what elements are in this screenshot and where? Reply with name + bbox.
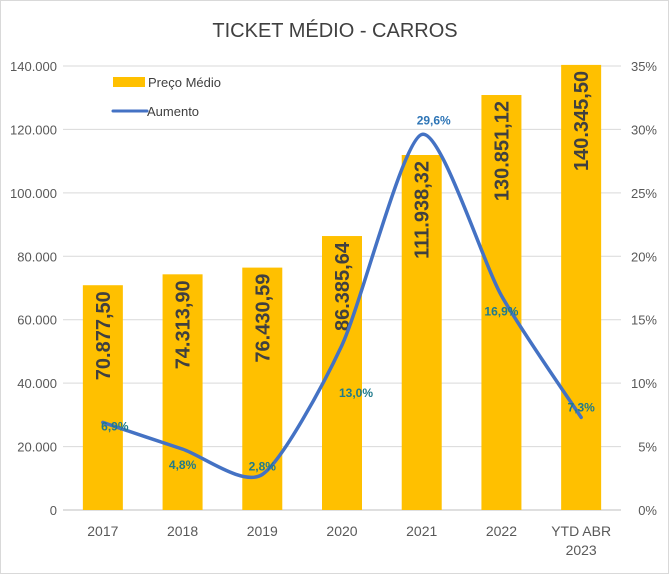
bar	[162, 274, 203, 510]
left-axis-tick-label: 40.000	[17, 376, 57, 391]
right-axis-tick-label: 20%	[631, 249, 657, 264]
legend-label-line: Aumento	[147, 104, 199, 119]
right-axis-tick-label: 35%	[631, 59, 657, 74]
left-axis-tick-label: 100.000	[10, 186, 57, 201]
x-axis-tick-label: 2022	[486, 523, 517, 539]
right-axis-tick-label: 0%	[638, 503, 657, 518]
axes: 0 20.000 40.000 60.000 80.000 100.000 120.000 1…	[10, 59, 657, 558]
bar	[561, 64, 602, 510]
line-data-label: 4,8%	[169, 458, 197, 472]
bar-data-label: 86.385,64	[332, 241, 354, 331]
right-axis-tick-label: 5%	[638, 440, 657, 455]
bar	[481, 95, 522, 511]
bar-data-label: 111.938,32	[412, 161, 434, 259]
x-axis-tick-label: YTD ABR	[551, 523, 611, 539]
right-axis-tick-label: 25%	[631, 186, 657, 201]
right-axis-tick-label: 10%	[631, 376, 657, 391]
legend-label-bar: Preço Médio	[148, 75, 221, 90]
line-series: 6,9% 4,8% 2,8% 13,0% 29,6% 16,9% 7,3%	[101, 114, 595, 479]
bar-data-label: 130.851,12	[491, 101, 513, 201]
x-axis-tick-label: 2018	[167, 523, 198, 539]
x-axis-tick-label: 2021	[406, 523, 437, 539]
x-axis-tick-label: 2023	[566, 542, 597, 558]
right-axis-tick-label: 30%	[631, 122, 657, 137]
bar-data-label: 140.345,50	[571, 71, 593, 171]
legend-swatch-bar	[113, 77, 145, 87]
line-data-label: 16,9%	[484, 305, 518, 319]
line-data-label: 13,0%	[339, 386, 373, 400]
bar-data-label: 70.877,50	[93, 291, 115, 380]
bar-labels: 70.877,50 74.313,90 76.430,59 86.385,64 111.…	[93, 71, 593, 380]
bar	[82, 285, 123, 510]
line-data-label: 6,9%	[101, 419, 129, 433]
left-axis-tick-label: 60.000	[17, 313, 57, 328]
left-axis-tick-label: 20.000	[17, 440, 57, 455]
line-path	[101, 132, 583, 479]
line-data-label: 7,3%	[567, 400, 595, 414]
bar	[401, 154, 442, 511]
x-axis-tick-label: 2017	[87, 523, 118, 539]
line-data-label: 2,8%	[249, 459, 277, 473]
left-axis-tick-label: 140.000	[10, 59, 57, 74]
line-data-label: 29,6%	[417, 114, 451, 128]
legend: Preço Médio Aumento	[111, 75, 221, 119]
left-axis-tick-label: 120.000	[10, 122, 57, 137]
bar-data-label: 76.430,59	[252, 274, 274, 363]
left-axis-tick-label: 80.000	[17, 249, 57, 264]
bar-data-label: 74.313,90	[173, 280, 195, 369]
x-axis-tick-label: 2020	[326, 523, 357, 539]
left-axis-tick-label: 0	[50, 503, 57, 518]
chart-title: TICKET MÉDIO - CARROS	[212, 19, 457, 42]
right-axis-tick-label: 15%	[631, 313, 657, 328]
x-axis-tick-label: 2019	[247, 523, 278, 539]
bar	[242, 267, 283, 510]
